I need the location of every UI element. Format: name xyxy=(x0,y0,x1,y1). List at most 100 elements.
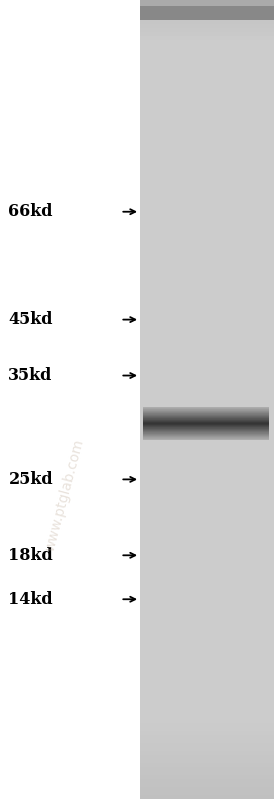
Bar xyxy=(140,687,274,691)
Bar xyxy=(140,44,274,48)
Bar xyxy=(140,104,274,108)
Bar xyxy=(140,543,274,547)
Bar xyxy=(140,479,274,483)
Bar xyxy=(140,344,274,348)
Bar xyxy=(140,0,274,4)
Bar xyxy=(140,631,274,635)
Bar xyxy=(140,132,274,136)
Bar xyxy=(140,284,274,288)
Bar xyxy=(140,571,274,575)
Bar xyxy=(140,503,274,507)
Bar xyxy=(140,92,274,96)
Bar xyxy=(140,188,274,192)
Bar xyxy=(140,80,274,84)
Bar xyxy=(140,767,274,771)
Bar xyxy=(140,116,274,120)
Bar xyxy=(140,527,274,531)
Bar xyxy=(140,396,274,400)
Bar xyxy=(140,152,274,156)
Bar xyxy=(140,84,274,88)
Bar xyxy=(140,196,274,200)
Bar xyxy=(140,731,274,735)
Bar xyxy=(140,144,274,148)
Bar xyxy=(140,659,274,663)
Bar xyxy=(140,384,274,388)
Bar xyxy=(140,0,274,6)
Bar xyxy=(140,715,274,719)
Bar xyxy=(140,611,274,615)
Bar xyxy=(140,487,274,491)
Bar xyxy=(140,108,274,112)
Bar xyxy=(140,591,274,595)
Bar xyxy=(140,587,274,591)
Bar xyxy=(140,120,274,124)
Bar xyxy=(140,244,274,248)
Bar xyxy=(140,507,274,511)
Bar xyxy=(140,212,274,216)
Bar xyxy=(140,64,274,68)
Bar xyxy=(140,691,274,695)
Bar xyxy=(140,455,274,459)
Bar xyxy=(140,583,274,587)
Bar xyxy=(140,16,274,20)
Bar xyxy=(140,491,274,495)
Bar xyxy=(140,703,274,707)
Bar xyxy=(140,499,274,503)
Bar xyxy=(140,427,274,431)
Bar xyxy=(140,76,274,80)
Bar xyxy=(140,72,274,76)
Bar xyxy=(140,647,274,651)
Bar xyxy=(140,272,274,276)
Bar xyxy=(140,675,274,679)
Bar xyxy=(140,639,274,643)
Bar xyxy=(140,236,274,240)
Bar xyxy=(140,523,274,527)
Bar xyxy=(140,328,274,332)
Bar xyxy=(140,276,274,280)
Bar xyxy=(140,519,274,523)
Bar xyxy=(140,12,274,16)
Bar xyxy=(140,451,274,455)
Bar xyxy=(140,128,274,132)
Bar xyxy=(140,579,274,583)
Bar xyxy=(140,8,274,12)
Bar xyxy=(140,268,274,272)
Bar xyxy=(140,435,274,439)
Bar xyxy=(140,603,274,607)
Bar xyxy=(140,112,274,116)
Bar xyxy=(140,28,274,32)
Bar xyxy=(140,320,274,324)
Bar xyxy=(140,651,274,655)
Bar xyxy=(140,140,274,144)
Bar xyxy=(140,623,274,627)
Bar xyxy=(140,707,274,711)
Bar xyxy=(140,671,274,675)
Bar xyxy=(140,539,274,543)
Bar xyxy=(140,256,274,260)
Bar xyxy=(140,795,274,799)
Bar xyxy=(140,232,274,236)
Bar xyxy=(140,679,274,683)
Bar xyxy=(140,172,274,176)
Bar xyxy=(140,575,274,579)
Bar xyxy=(140,683,274,687)
Bar xyxy=(140,775,274,779)
Bar xyxy=(140,763,274,767)
Bar xyxy=(140,96,274,100)
Bar xyxy=(140,535,274,539)
Bar xyxy=(140,787,274,791)
Bar xyxy=(140,356,274,360)
Bar xyxy=(140,471,274,475)
Bar xyxy=(140,531,274,535)
Bar xyxy=(140,40,274,44)
Bar xyxy=(140,663,274,667)
Text: 35kd: 35kd xyxy=(8,367,53,384)
Bar xyxy=(140,555,274,559)
Bar xyxy=(140,439,274,443)
Bar xyxy=(140,515,274,519)
Bar xyxy=(140,599,274,603)
Bar xyxy=(140,755,274,759)
Bar xyxy=(140,168,274,172)
Bar xyxy=(140,411,274,415)
Bar xyxy=(140,260,274,264)
